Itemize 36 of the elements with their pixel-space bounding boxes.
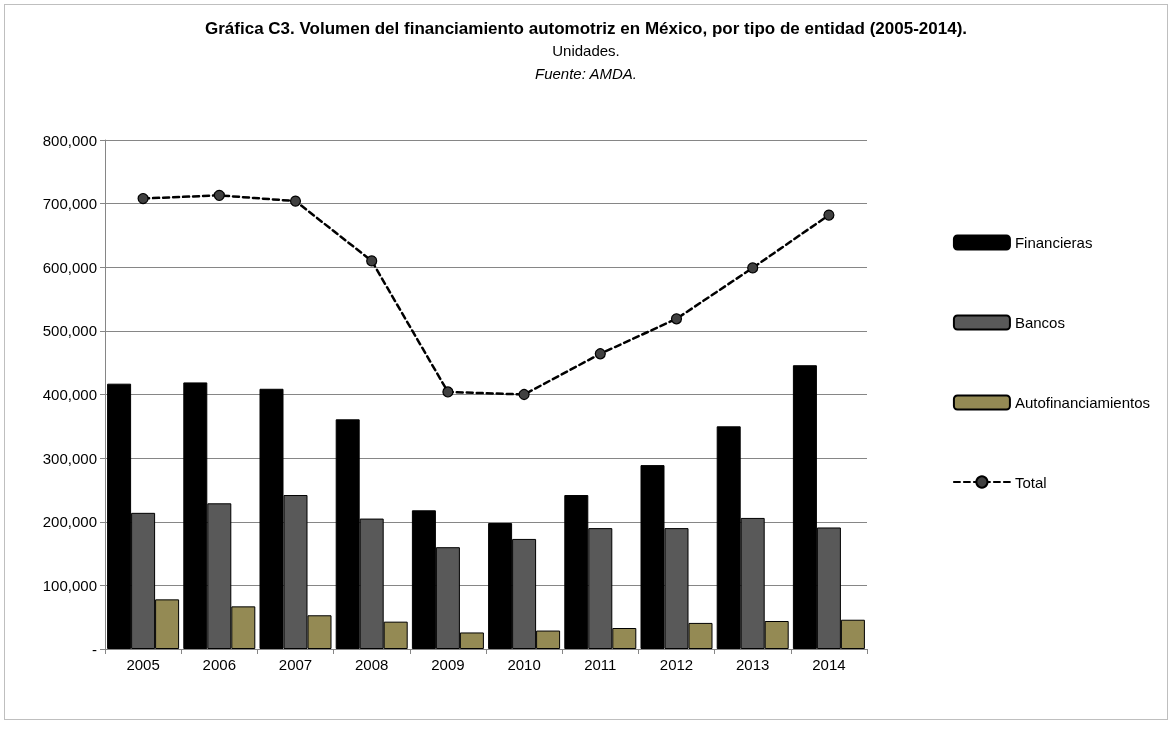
point [747, 262, 759, 274]
y-tick-label: 500,000 [42, 322, 97, 340]
y-tick-label: 200,000 [42, 513, 97, 531]
y-tick-label: 100,000 [42, 576, 97, 594]
chart-title: Gráfica C3. Volumen del financiamiento automotriz en México, por tipo de entidad (2005-2014). [204, 19, 968, 38]
x-tick-label: 2005 [126, 656, 160, 673]
x-tick-label: 2007 [278, 656, 313, 673]
legend-label: Total [1014, 473, 1047, 491]
y-tick-label: 300,000 [42, 449, 97, 467]
x-tick-label: 2014 [812, 656, 846, 673]
x-tick-label: 2008 [355, 656, 389, 673]
point [442, 386, 454, 398]
x-tick-label: 2006 [202, 656, 236, 673]
y-tick-label: 600,000 [42, 258, 97, 276]
source-note: Fuente: AMDA. [535, 65, 637, 82]
point [137, 192, 149, 205]
point [518, 388, 530, 401]
y-tick-label: - [92, 640, 97, 658]
point [366, 255, 378, 267]
legend-label: Bancos [1014, 314, 1065, 331]
point [289, 195, 302, 207]
point [594, 348, 606, 360]
x-tick-label: 2012 [659, 656, 694, 673]
y-tick-label: 700,000 [42, 195, 97, 213]
point [670, 313, 683, 325]
legend-label: Autofinanciamientos [1014, 394, 1151, 411]
y-tick-label: 800,000 [42, 131, 97, 149]
legend-label: Financieras [1014, 234, 1093, 251]
x-tick-label: 2013 [736, 656, 770, 673]
x-tick-label: 2010 [507, 656, 541, 673]
point [823, 209, 835, 221]
y-tick-label: 400,000 [42, 386, 97, 403]
point [213, 189, 225, 201]
x-tick-label: 2009 [431, 656, 465, 673]
chart-subtitle: Unidades. [552, 42, 620, 59]
x-tick-label: 2011 [584, 656, 617, 673]
